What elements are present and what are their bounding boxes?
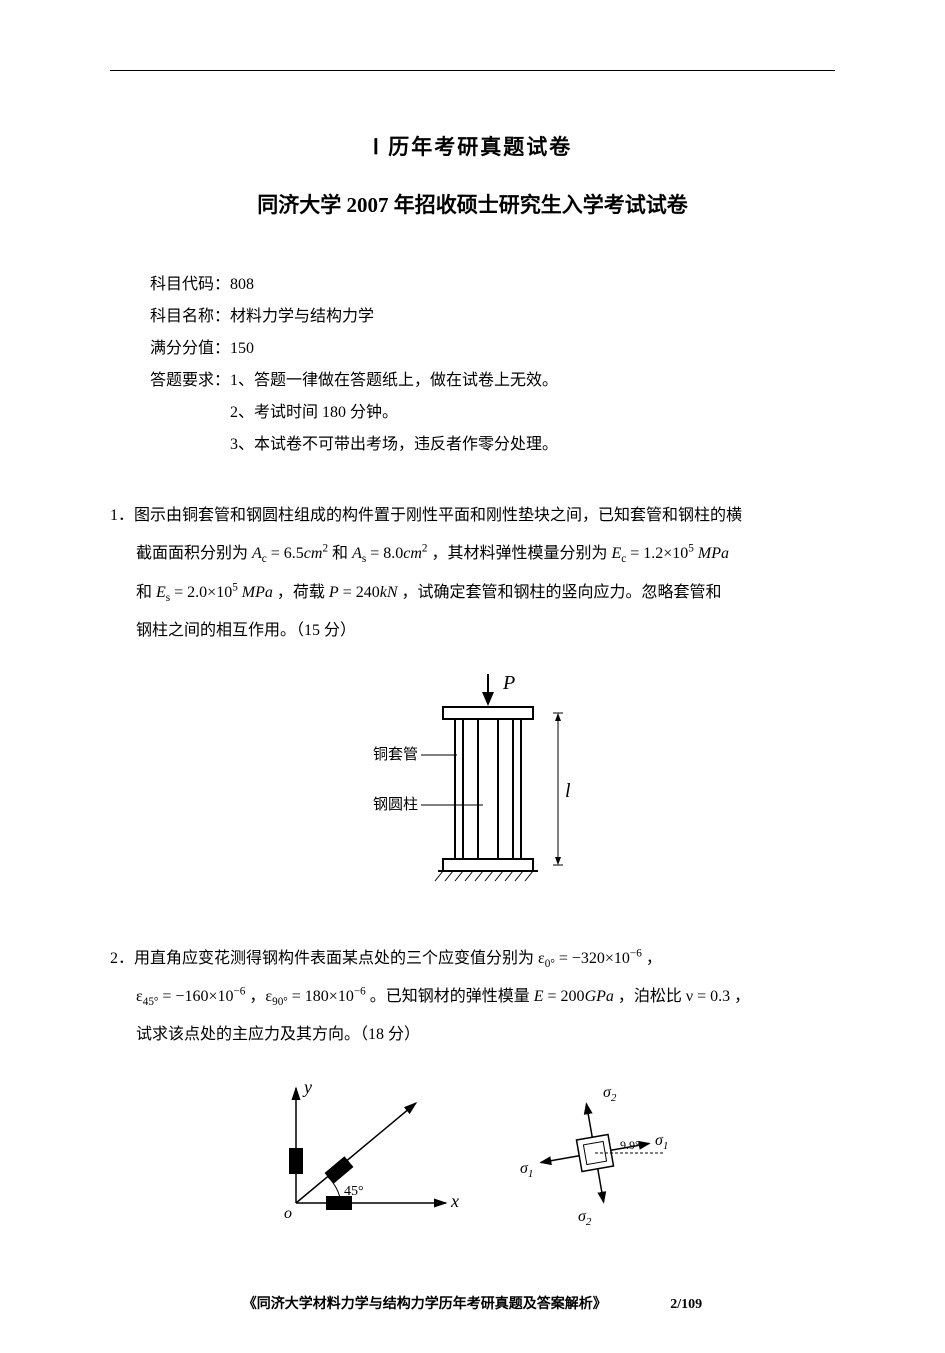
meta-req1: 1、答题一律做在答题纸上，做在试卷上无效。 [230,372,558,389]
p1-P: P [329,584,339,601]
fig2-y: y [302,1077,312,1097]
meta-req-label: 答题要求： [150,372,230,389]
page-footer: 《同济大学材料力学与结构力学历年考研真题及答案解析》 2/109 [110,1293,835,1313]
p1-l3: 和 Es = 2.0×105 MPa ，荷载 P = 240kN ，试确定套管和… [136,574,835,612]
p1-Ac-unit: cm [304,545,323,562]
exam-page: Ⅰ 历年考研真题试卷 同济大学 2007 年招收硕士研究生入学考试试卷 科目代码… [0,0,945,1353]
problem-1: 1．图示由铜套管和钢圆柱组成的构件置于刚性平面和刚性垫块之间，已知套管和钢柱的横… [110,497,835,651]
problem-2: 2．用直角应变花测得钢构件表面某点处的三个应变值分别为 ε0° = −320×1… [110,940,835,1055]
p2-e45: ε [136,988,143,1005]
p1-Ec: E [612,545,622,562]
p1-l3b: ，荷载 [273,584,329,601]
footer-title: 《同济大学材料力学与结构力学历年考研真题及答案解析》 [243,1297,607,1312]
p1-num: 1． [110,507,134,524]
p1-Ec-eq: = 1.2×10 [626,545,688,562]
p2-e0-exp: −6 [630,947,642,959]
exam-title: 同济大学 2007 年招收硕士研究生入学考试试卷 [110,189,835,219]
svg-text:σ1: σ1 [655,1132,668,1152]
p1-Es: E [156,584,166,601]
p2-c3: ， [730,988,750,1005]
fig2-o: o [284,1205,292,1222]
meta-score-label: 满分分值： [150,340,230,357]
fig2-s2b-sub: 2 [585,1216,591,1228]
fig1-copper-label: 铜套管 [373,746,418,763]
figure-1-svg: P 铜套管 [343,669,603,899]
p1-l3c: ，试确定套管和钢柱的竖向应力。忽略套管和 [398,584,722,601]
p2-e90-eq: = 180×10 [288,988,354,1005]
p1-l2a: 截面面积分别为 [136,545,252,562]
p2-l2b: ，泊松比 [614,988,686,1005]
p1-l3a: 和 [136,584,156,601]
p1-As: A [352,545,362,562]
fig1-l: l [565,780,571,802]
p2-e45-eq: = −160×10 [158,988,233,1005]
meta-req: 答题要求：1、答题一律做在答题纸上，做在试卷上无效。 [150,365,835,397]
p1-As-unit: cm [403,545,422,562]
fig1-steel-label: 钢圆柱 [373,796,418,813]
meta-req2: 2、考试时间 180 分钟。 [230,397,835,429]
meta-code: 科目代码：808 [150,269,835,301]
p1-Ac: A [252,545,262,562]
p1-P-eq: = 240 [339,584,380,601]
meta-name: 科目名称：材料力学与结构力学 [150,301,835,333]
meta-req3: 3、本试卷不可带出考场，违反者作零分处理。 [230,429,835,461]
figure-2-right: σ1 σ1 σ2 σ2 9.9° [500,1073,690,1233]
footer-page: 2/109 [670,1297,702,1312]
p1-l2b: ，其材料弹性模量分别为 [427,545,611,562]
p2-e0-sub: 0° [545,958,555,970]
meta-score: 满分分值：150 [150,333,835,365]
fig2-s1l-sub: 1 [527,1168,533,1180]
p2-nu-eq: = 0.3 [693,988,730,1005]
fig1-P: P [502,672,515,694]
p2-l2a: 。已知钢材的弹性模量 [366,988,534,1005]
p1-P-unit: kN [380,584,398,601]
meta-name-value: 材料力学与结构力学 [230,308,374,325]
svg-text:σ2: σ2 [603,1084,617,1104]
p1-Ec-unit: MPa [694,545,729,562]
figure-1: P 铜套管 [110,669,835,904]
p2-l1: 用直角应变花测得钢构件表面某点处的三个应变值分别为 [134,950,538,967]
meta-code-label: 科目代码： [150,276,230,293]
p2-l2: ε45° = −160×10−6 ，ε90° = 180×10−6 。已知钢材的… [136,978,835,1016]
svg-text:σ1: σ1 [520,1160,533,1180]
p1-and1: 和 [328,545,352,562]
p2-c1: ， [642,950,662,967]
p2-num: 2． [110,950,134,967]
meta-block: 科目代码：808 科目名称：材料力学与结构力学 满分分值：150 答题要求：1、… [150,269,835,461]
p1-l1: 图示由铜套管和钢圆柱组成的构件置于刚性平面和刚性垫块之间，已知套管和钢柱的横 [134,507,742,524]
p1-Ac-eq: = 6.5 [267,545,304,562]
p1-Es-unit: MPa [238,584,273,601]
fig2-s2t-sub: 2 [610,1092,616,1104]
p2-e0-eq: = −320×10 [555,950,630,967]
p1-Es-eq: = 2.0×10 [170,584,232,601]
p1-As-eq: = 8.0 [366,545,403,562]
p2-e0: ε [538,950,545,967]
p2-e45-sub: 45° [143,996,159,1008]
fig2-deg: 9.9° [620,1138,640,1152]
meta-name-label: 科目名称： [150,308,230,325]
meta-code-value: 808 [230,276,254,293]
p2-c2: ， [245,988,265,1005]
section-title: Ⅰ 历年考研真题试卷 [110,131,835,161]
top-rule [110,70,835,71]
p1-l4: 钢柱之间的相互作用。（15 分） [136,612,835,650]
figure-2-left: 45° y x o [256,1073,466,1233]
p2-l3: 试求该点处的主应力及其方向。（18 分） [136,1016,835,1054]
svg-text:σ2: σ2 [578,1208,592,1228]
fig2-x: x [450,1191,459,1211]
p2-e90-sub: 90° [272,996,288,1008]
p1-l2: 截面面积分别为 Ac = 6.5cm2 和 As = 8.0cm2 ，其材料弹性… [136,535,835,573]
fig2-ang: 45° [344,1184,364,1199]
p2-E-eq: = 200 [544,988,585,1005]
p2-E: E [534,988,544,1005]
meta-score-value: 150 [230,340,254,357]
fig2-s1r-sub: 1 [662,1140,668,1152]
p2-e90-exp: −6 [354,986,366,998]
figure-2: 45° y x o [110,1073,835,1233]
p2-E-unit: GPa [585,988,614,1005]
p2-e45-exp: −6 [233,986,245,998]
